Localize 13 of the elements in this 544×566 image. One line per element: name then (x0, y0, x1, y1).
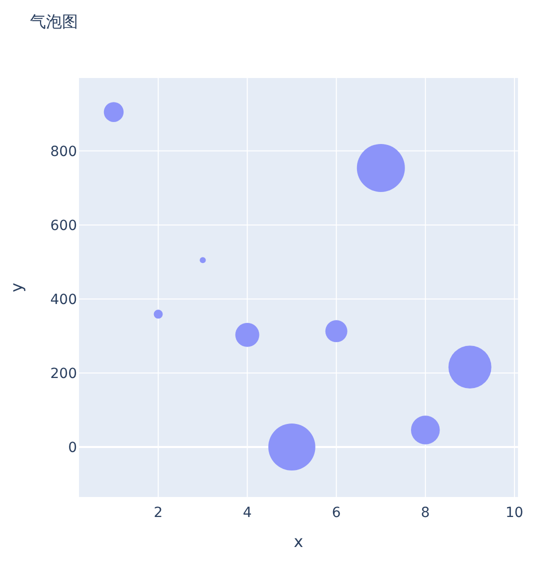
y-tick-label: 400 (50, 292, 77, 308)
x-tick-label: 2 (154, 505, 163, 521)
x-tick-label: 6 (332, 505, 341, 521)
y-tick-label: 800 (50, 144, 77, 160)
x-tick-label: 4 (242, 505, 252, 521)
y-axis-title: y (7, 282, 26, 292)
x-tick-label: 10 (506, 505, 524, 521)
chart-title: 气泡图 (30, 12, 78, 31)
x-tick-label: 8 (420, 505, 430, 521)
y-tick-label: 600 (50, 218, 77, 234)
x-axis-title: x (294, 532, 304, 551)
y-tick-label: 0 (68, 440, 77, 456)
y-tick-label: 200 (50, 366, 77, 382)
